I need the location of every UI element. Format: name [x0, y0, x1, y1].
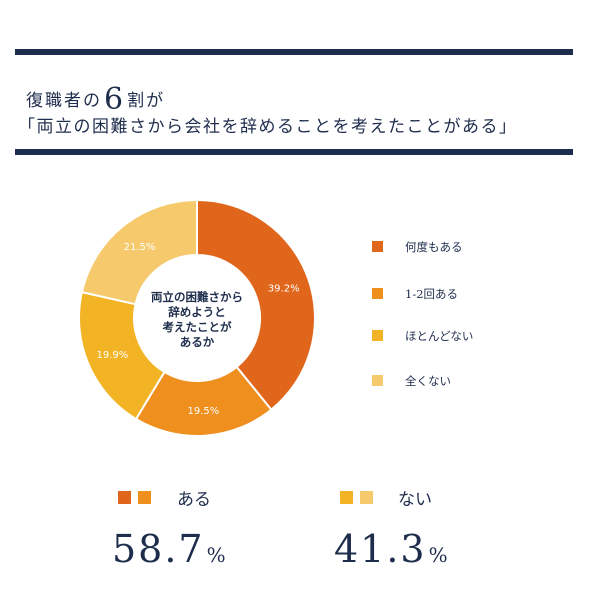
summary-yes-value: 58.7% [112, 527, 226, 571]
summary-yes-unit: % [206, 543, 226, 567]
center-line-3: 考えたことが [162, 320, 232, 334]
legend-label-1: 何度もある [405, 240, 463, 254]
header-top-rule [15, 49, 573, 55]
summary-no-swatch-2 [360, 491, 373, 504]
legend-swatch-3 [372, 330, 383, 341]
summary-no-number: 41.3 [334, 527, 427, 571]
legend-swatch-2 [372, 288, 383, 299]
donut-slice-3 [78, 290, 166, 421]
page-subtitle: 「両立の困難さから会社を辞めることを考えたことがある」 [18, 117, 518, 137]
donut-center-label: 両立の困難さから 辞めようと 考えたことが あるか [137, 290, 257, 350]
title-number: 6 [104, 82, 126, 117]
donut-data-label-2: 19.5% [187, 406, 219, 417]
legend-label-2: 1-2回ある [405, 287, 459, 301]
legend-label-4: 全くない [405, 374, 451, 388]
legend-label-3: ほとんどない [405, 329, 474, 343]
donut-slice-1 [196, 198, 316, 412]
header-bottom-rule [15, 149, 573, 155]
donut-slice-4 [80, 198, 198, 306]
summary-yes-label: ある [177, 490, 211, 510]
donut-data-label-1: 39.2% [268, 283, 300, 294]
summary-no-value: 41.3% [334, 527, 448, 571]
legend-swatch-1 [372, 241, 383, 252]
summary-yes-number: 58.7 [112, 527, 205, 571]
summary-yes-swatch-2 [138, 491, 151, 504]
summary-no-unit: % [428, 543, 448, 567]
donut-data-label-3: 19.9% [96, 350, 128, 361]
title-suffix: 割が [127, 91, 166, 111]
donut-data-label-4: 21.5% [124, 242, 156, 253]
legend-swatch-4 [372, 375, 383, 386]
center-line-1: 両立の困難さから [151, 290, 243, 304]
page-title: 復職者の6 割が [26, 79, 166, 117]
center-line-4: あるか [179, 335, 215, 349]
title-prefix: 復職者の [26, 91, 102, 111]
summary-no-swatch-1 [340, 491, 353, 504]
summary-yes-swatch-1 [118, 491, 131, 504]
center-line-2: 辞めようと [168, 305, 226, 319]
summary-no-label: ない [398, 490, 432, 510]
